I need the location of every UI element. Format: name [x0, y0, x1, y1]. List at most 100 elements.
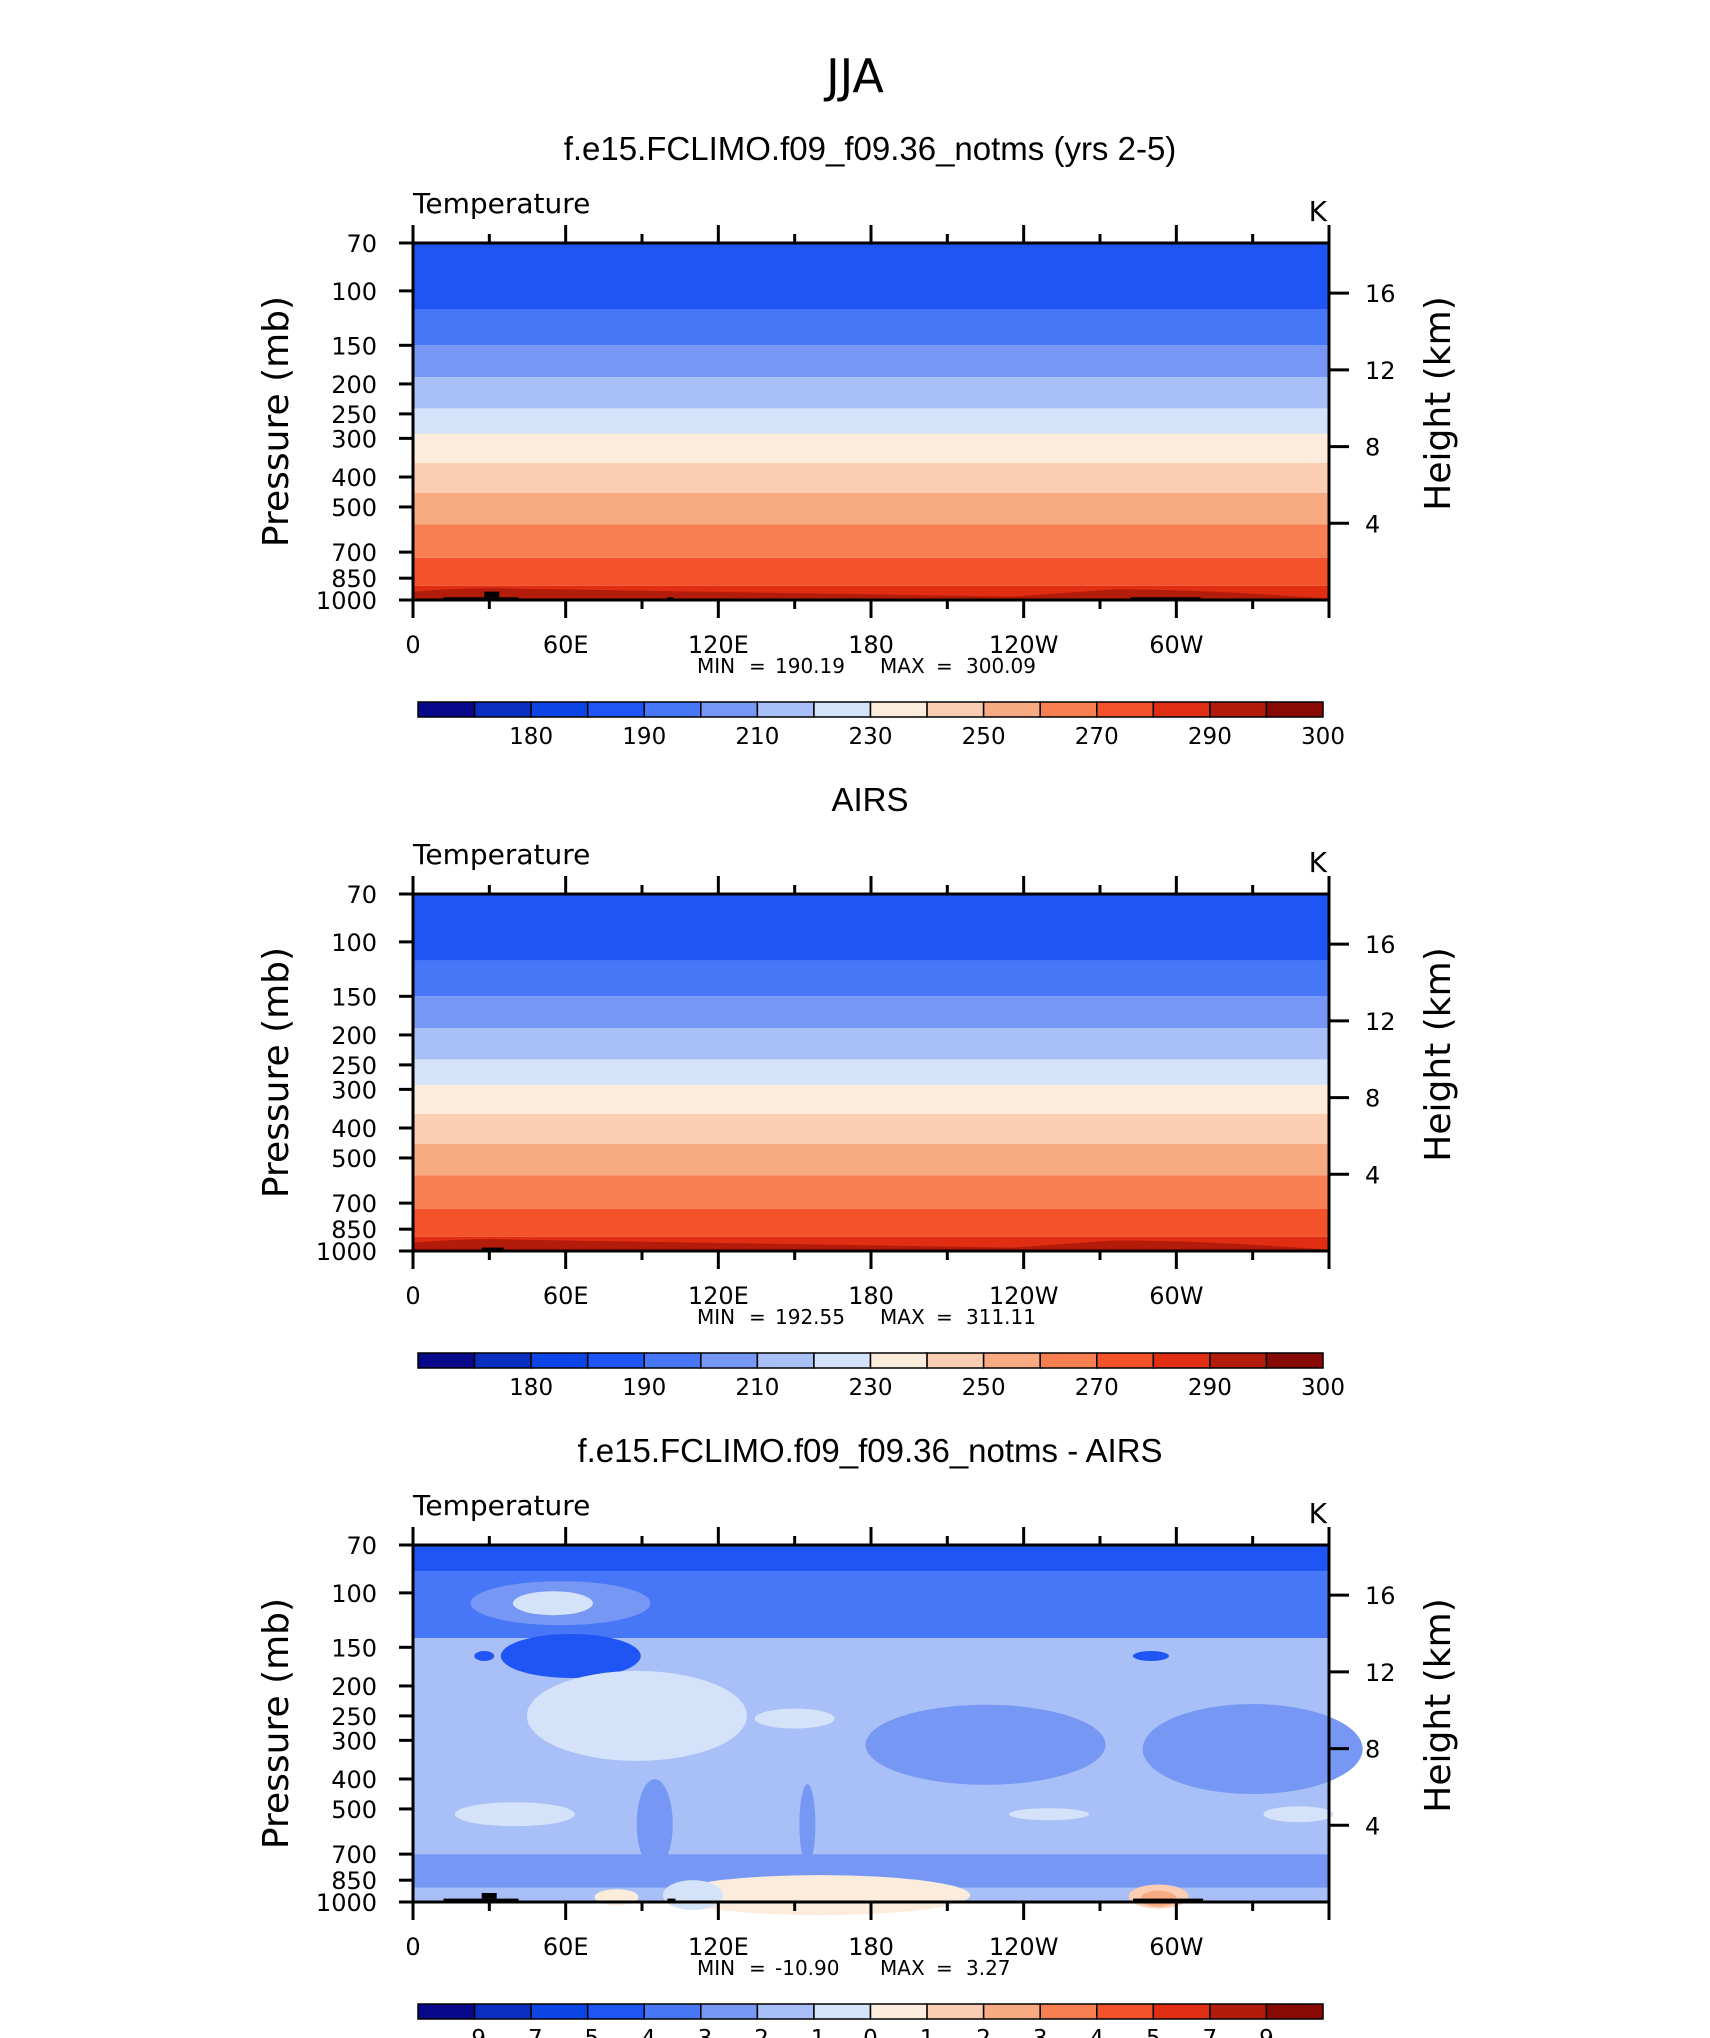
x-tick-label: 60W [1149, 631, 1203, 659]
colorbar-swatch [1265, 2003, 1324, 2020]
max-label: MAX [880, 654, 925, 678]
colorbar-swatch [643, 2003, 702, 2020]
colorbar-label: -5 [576, 2026, 599, 2038]
y2-axis-label: Height (km) [1418, 947, 1459, 1161]
min-max-line: MIN = 190.19 MAX = 300.09 [697, 654, 1036, 678]
topography [481, 1892, 497, 1899]
y-tick-label: 250 [331, 1052, 377, 1080]
colorbar-label: -7 [520, 2026, 543, 2038]
contour-band [413, 1175, 1329, 1209]
colorbar-swatch [1152, 2003, 1211, 2020]
contour-band [413, 462, 1329, 493]
y2-axis: 16 12 8 4 Height (km) [1329, 1582, 1459, 1840]
colorbar-swatch [473, 701, 532, 718]
colorbar-label: 0 [863, 2026, 878, 2038]
colorbar-swatch [869, 2003, 928, 2020]
x-tick-label: 120W [989, 1282, 1059, 1310]
contour-band [413, 588, 1329, 600]
colorbar-label: -4 [633, 2026, 656, 2038]
min-equals: = [749, 1305, 766, 1329]
y-tick-label: 1000 [316, 1238, 377, 1266]
contour-region [454, 1802, 575, 1827]
topography [667, 1898, 676, 1902]
contour-field [413, 243, 1329, 600]
colorbar-swatch [643, 1352, 702, 1369]
min-equals: = [749, 654, 766, 678]
min-label: MIN [697, 1956, 735, 1980]
y2-tick-label: 12 [1365, 1008, 1396, 1036]
colorbar-label: -3 [689, 2026, 712, 2038]
colorbar-swatch [756, 701, 815, 718]
y-tick-label: 700 [331, 539, 377, 567]
colorbar-swatch [1096, 2003, 1155, 2020]
topography [1133, 1898, 1204, 1902]
y2-tick-label: 8 [1365, 434, 1380, 462]
colorbar-label: 5 [1146, 2026, 1161, 2038]
x-axis: 0 60E 120E 180 120W 60W [405, 1527, 1331, 1961]
colorbar-swatch [1265, 701, 1324, 718]
contour-band [413, 1208, 1329, 1237]
colorbar-swatch [700, 701, 759, 718]
contour-band [413, 345, 1329, 378]
max-value: 3.27 [966, 1956, 1011, 1980]
colorbar-label: 180 [509, 1375, 553, 1401]
y-tick-label: 100 [331, 929, 377, 957]
colorbar-swatch [417, 2003, 476, 2020]
y-tick-label: 700 [331, 1190, 377, 1218]
y-tick-label: 850 [331, 1216, 377, 1244]
y-tick-label: 200 [331, 1022, 377, 1050]
colorbar-label: 250 [962, 724, 1006, 750]
x-tick-label: 0 [405, 1933, 420, 1961]
colorbar-label: 250 [962, 1375, 1006, 1401]
max-value: 300.09 [966, 654, 1036, 678]
y-tick-label: 150 [331, 983, 377, 1011]
contour-region [1263, 1806, 1334, 1823]
y-tick-label: 500 [331, 494, 377, 522]
colorbar: -9 -7 -5 -4 -3 -2 -1 0 1 2 3 4 5 7 9 [417, 2003, 1324, 2038]
colorbar-swatch [417, 701, 476, 718]
y2-tick-label: 4 [1365, 1161, 1380, 1189]
topography [443, 1898, 519, 1902]
colorbar-swatch [1209, 701, 1268, 718]
y2-axis: 16 12 8 4 Height (km) [1329, 931, 1459, 1189]
contour-band [413, 894, 1329, 961]
contour-field [413, 894, 1329, 1251]
colorbar-swatch [417, 1352, 476, 1369]
y2-tick-label: 12 [1365, 1659, 1396, 1687]
variable-label: Temperature [412, 838, 590, 871]
min-max-line: MIN = -10.90 MAX = 3.27 [697, 1956, 1011, 1980]
contour-field [413, 1545, 1363, 1916]
y-tick-label: 150 [331, 1634, 377, 1662]
colorbar-swatch [982, 2003, 1041, 2020]
y-tick-label: 200 [331, 371, 377, 399]
colorbar-swatch [813, 701, 872, 718]
x-axis: 0 60E 120E 180 120W 60W [405, 876, 1331, 1310]
contour-band [413, 1239, 1329, 1251]
y2-tick-label: 16 [1365, 1582, 1396, 1610]
colorbar-swatch [1152, 701, 1211, 718]
colorbar-label: 230 [849, 1375, 893, 1401]
contour-region [1132, 1650, 1169, 1661]
min-equals: = [749, 1956, 766, 1980]
colorbar-swatch [586, 701, 645, 718]
y2-tick-label: 4 [1365, 510, 1380, 538]
colorbar-swatch [756, 2003, 815, 2020]
y2-tick-label: 16 [1365, 280, 1396, 308]
x-tick-label: 60E [543, 1933, 589, 1961]
colorbar-swatch [1209, 1352, 1268, 1369]
colorbar-swatch [982, 701, 1041, 718]
x-tick-label: 0 [405, 631, 420, 659]
x-tick-label: 180 [848, 1282, 894, 1310]
y-tick-label: 200 [331, 1673, 377, 1701]
contour-band [413, 243, 1329, 310]
y-tick-label: 850 [331, 1867, 377, 1895]
colorbar-swatch [982, 1352, 1041, 1369]
colorbar-label: -1 [802, 2026, 825, 2038]
colorbar-swatch [473, 2003, 532, 2020]
colorbar-swatch [813, 1352, 872, 1369]
colorbar-swatch [1039, 1352, 1098, 1369]
contour-band [413, 557, 1329, 586]
